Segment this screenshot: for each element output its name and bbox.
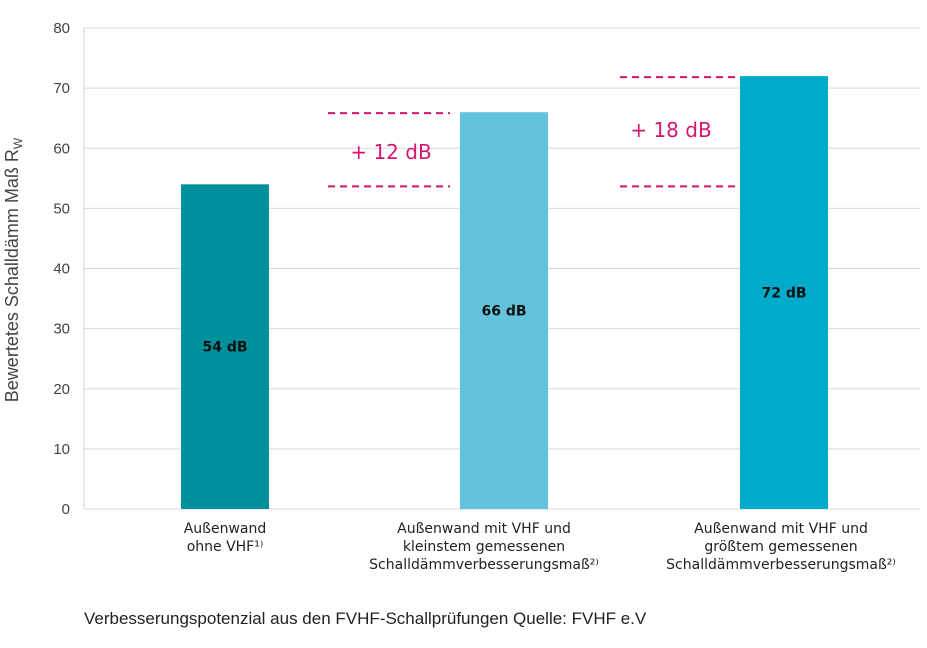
x-tick-label: Außenwand mit VHF und kleinstem gemessene… (369, 521, 599, 573)
y-tick-label: 0 (62, 501, 70, 518)
bar (460, 112, 548, 510)
bar-value-label: 66 dB (481, 304, 526, 320)
y-tick-label: 60 (53, 140, 70, 157)
figure-caption: Verbesserungspotenzial aus den FVHF-Scha… (84, 609, 647, 628)
bars: 54 dB 66 dB 72 dB (181, 76, 828, 510)
annotations: + 12 dB + 18 dB (328, 76, 735, 188)
y-tick-label: 40 (53, 261, 70, 278)
difference-label: + 18 dB (630, 118, 711, 142)
bar (181, 184, 269, 509)
bar-value-label: 54 dB (202, 340, 247, 356)
x-axis-labels: Außenwand ohne VHF¹⁾ Außenwand mit VHF und… (184, 521, 896, 573)
y-axis-label: Bewertetes Schalldämm Maß RW (2, 137, 25, 402)
x-tick-label: Außenwand ohne VHF¹⁾ (184, 521, 267, 555)
bar-chart: 0 10 20 30 40 50 60 70 80 Bewertetes Schalldämm … (2, 20, 920, 573)
bar-value-label: 72 dB (761, 286, 806, 302)
bar (740, 76, 828, 509)
y-tick-label: 50 (53, 200, 70, 217)
y-tick-label: 30 (53, 321, 70, 338)
y-axis-ticks: 0 10 20 30 40 50 60 70 80 (53, 20, 70, 518)
y-tick-label: 70 (53, 80, 70, 97)
x-tick-label: Außenwand mit VHF und größtem gemessenen S… (666, 521, 896, 573)
y-tick-label: 80 (53, 20, 70, 37)
y-tick-label: 20 (53, 381, 70, 398)
difference-label: + 12 dB (350, 140, 431, 164)
y-tick-label: 10 (53, 441, 70, 458)
